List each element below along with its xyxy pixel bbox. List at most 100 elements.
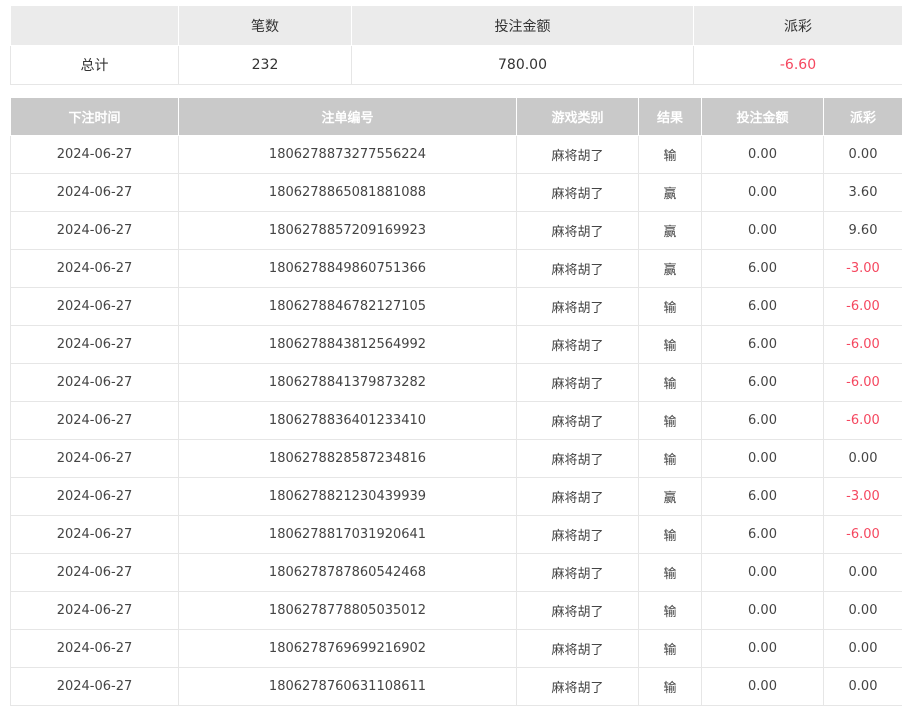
cell-bet-time: 2024-06-27	[11, 592, 179, 630]
cell-bet-id: 1806278841379873282	[179, 364, 517, 402]
cell-bet-amount: 6.00	[702, 364, 824, 402]
cell-bet-amount: 6.00	[702, 288, 824, 326]
cell-bet-amount: 0.00	[702, 668, 824, 706]
cell-payout: 0.00	[824, 668, 902, 706]
cell-bet-id: 1806278865081881088	[179, 174, 517, 212]
cell-bet-time: 2024-06-27	[11, 212, 179, 250]
cell-bet-id: 1806278828587234816	[179, 440, 517, 478]
cell-game-type: 麻将胡了	[517, 174, 639, 212]
cell-bet-amount: 0.00	[702, 592, 824, 630]
cell-result: 输	[639, 592, 702, 630]
cell-result: 赢	[639, 478, 702, 516]
bets-header-row: 下注时间 注单编号 游戏类别 结果 投注金额 派彩	[11, 98, 902, 136]
cell-result: 输	[639, 554, 702, 592]
cell-bet-id: 1806278778805035012	[179, 592, 517, 630]
cell-result: 输	[639, 668, 702, 706]
summary-header-blank	[11, 6, 179, 46]
cell-payout: 0.00	[824, 592, 902, 630]
cell-bet-id: 1806278849860751366	[179, 250, 517, 288]
summary-table: 笔数 投注金额 派彩 总计 232 780.00 -6.60	[10, 5, 902, 85]
cell-bet-amount: 0.00	[702, 554, 824, 592]
cell-game-type: 麻将胡了	[517, 440, 639, 478]
cell-bet-time: 2024-06-27	[11, 516, 179, 554]
cell-bet-amount: 6.00	[702, 516, 824, 554]
cell-game-type: 麻将胡了	[517, 668, 639, 706]
cell-bet-time: 2024-06-27	[11, 668, 179, 706]
cell-bet-amount: 6.00	[702, 250, 824, 288]
cell-payout: -3.00	[824, 478, 902, 516]
header-game-type: 游戏类别	[517, 98, 639, 136]
cell-game-type: 麻将胡了	[517, 364, 639, 402]
cell-result: 赢	[639, 174, 702, 212]
summary-total-count: 232	[179, 46, 352, 85]
cell-payout: 9.60	[824, 212, 902, 250]
cell-game-type: 麻将胡了	[517, 516, 639, 554]
cell-payout: 0.00	[824, 554, 902, 592]
header-bet-amount: 投注金额	[702, 98, 824, 136]
cell-bet-id: 1806278836401233410	[179, 402, 517, 440]
cell-bet-id: 1806278821230439939	[179, 478, 517, 516]
cell-bet-amount: 0.00	[702, 136, 824, 174]
cell-bet-id: 1806278846782127105	[179, 288, 517, 326]
cell-game-type: 麻将胡了	[517, 478, 639, 516]
cell-bet-time: 2024-06-27	[11, 250, 179, 288]
cell-result: 输	[639, 402, 702, 440]
cell-bet-amount: 0.00	[702, 212, 824, 250]
cell-bet-time: 2024-06-27	[11, 174, 179, 212]
cell-game-type: 麻将胡了	[517, 402, 639, 440]
header-payout: 派彩	[824, 98, 902, 136]
cell-payout: 3.60	[824, 174, 902, 212]
cell-result: 输	[639, 630, 702, 668]
cell-result: 输	[639, 136, 702, 174]
cell-bet-id: 1806278817031920641	[179, 516, 517, 554]
cell-result: 输	[639, 516, 702, 554]
cell-game-type: 麻将胡了	[517, 592, 639, 630]
cell-payout: -6.00	[824, 364, 902, 402]
cell-game-type: 麻将胡了	[517, 630, 639, 668]
cell-payout: -6.00	[824, 516, 902, 554]
cell-result: 输	[639, 364, 702, 402]
cell-bet-time: 2024-06-27	[11, 402, 179, 440]
cell-bet-amount: 6.00	[702, 402, 824, 440]
cell-result: 赢	[639, 250, 702, 288]
cell-game-type: 麻将胡了	[517, 326, 639, 364]
cell-payout: 0.00	[824, 440, 902, 478]
cell-bet-time: 2024-06-27	[11, 364, 179, 402]
cell-payout: 0.00	[824, 630, 902, 668]
summary-total-bet-amount: 780.00	[352, 46, 694, 85]
summary-header-payout: 派彩	[694, 6, 902, 46]
header-bet-id: 注单编号	[179, 98, 517, 136]
cell-game-type: 麻将胡了	[517, 288, 639, 326]
cell-game-type: 麻将胡了	[517, 554, 639, 592]
cell-bet-amount: 0.00	[702, 440, 824, 478]
cell-bet-time: 2024-06-27	[11, 478, 179, 516]
cell-payout: -3.00	[824, 250, 902, 288]
cell-bet-amount: 0.00	[702, 174, 824, 212]
cell-bet-id: 1806278769699216902	[179, 630, 517, 668]
summary-header-row: 笔数 投注金额 派彩	[11, 6, 902, 46]
cell-payout: -6.00	[824, 402, 902, 440]
header-result: 结果	[639, 98, 702, 136]
cell-result: 赢	[639, 212, 702, 250]
cell-payout: 0.00	[824, 136, 902, 174]
summary-total-row: 总计 232 780.00 -6.60	[11, 46, 902, 85]
cell-bet-id: 1806278787860542468	[179, 554, 517, 592]
cell-payout: -6.00	[824, 326, 902, 364]
cell-bet-time: 2024-06-27	[11, 326, 179, 364]
cell-result: 输	[639, 326, 702, 364]
cell-payout: -6.00	[824, 288, 902, 326]
cell-bet-amount: 6.00	[702, 326, 824, 364]
cell-bet-id: 1806278760631108611	[179, 668, 517, 706]
